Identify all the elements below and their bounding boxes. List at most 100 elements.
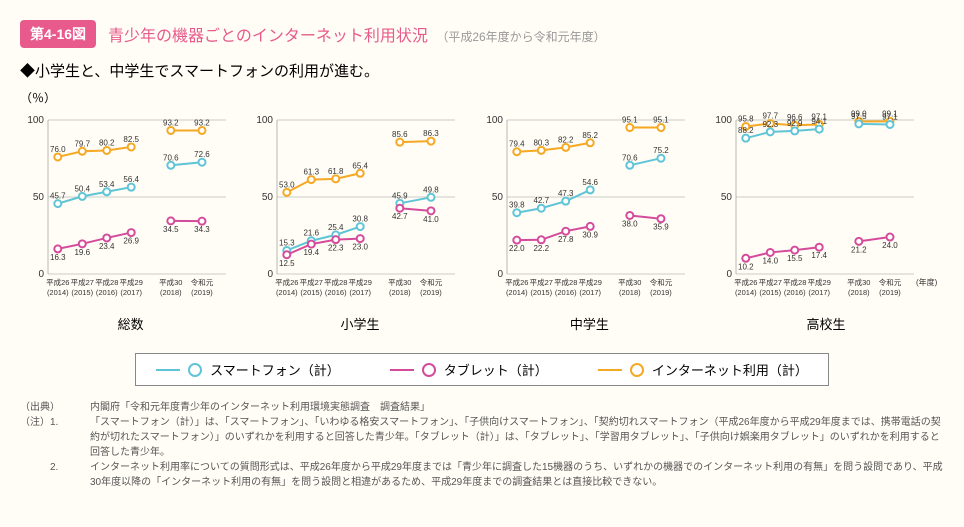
svg-text:(2017): (2017) (120, 288, 142, 297)
panel-title: 総数 (20, 314, 241, 333)
svg-text:平成27: 平成27 (759, 277, 782, 287)
svg-text:65.4: 65.4 (353, 161, 369, 170)
svg-text:14.0: 14.0 (762, 256, 778, 265)
svg-text:(2019): (2019) (191, 288, 213, 297)
svg-text:令和元: 令和元 (420, 277, 443, 287)
svg-text:平成29: 平成29 (349, 277, 372, 287)
svg-text:85.6: 85.6 (392, 130, 408, 139)
svg-text:(2015): (2015) (301, 288, 323, 297)
svg-text:93.2: 93.2 (163, 118, 179, 127)
svg-text:70.6: 70.6 (163, 153, 179, 162)
chart-panel: 050100平成26(2014)平成27(2015)平成28(2016)平成29… (479, 110, 700, 333)
note-2: 2. インターネット利用率についての質問形式は、平成26年度から平成29年度まで… (20, 460, 944, 490)
notes: （出典） 内閣府「令和元年度青少年のインターネット利用環境実態調査 調査結果」 … (20, 400, 944, 490)
svg-text:平成27: 平成27 (300, 277, 323, 287)
svg-text:50.4: 50.4 (74, 184, 90, 193)
svg-text:21.2: 21.2 (851, 245, 867, 254)
svg-text:50: 50 (262, 192, 274, 203)
panel-title: 小学生 (249, 314, 470, 333)
svg-text:42.7: 42.7 (392, 212, 408, 221)
svg-text:(2018): (2018) (848, 288, 870, 297)
summary-text: ◆小学生と、中学生でスマートフォンの利用が進む。 (20, 60, 944, 81)
svg-text:75.2: 75.2 (653, 146, 669, 155)
svg-text:平成29: 平成29 (578, 277, 601, 287)
svg-text:(2016): (2016) (784, 288, 806, 297)
svg-text:72.6: 72.6 (194, 150, 210, 159)
svg-text:17.4: 17.4 (811, 251, 827, 260)
legend-item: インターネット利用（計） (598, 360, 808, 379)
note-text: 「スマートフォン（計）」は、「スマートフォン」、「いわゆる格安スマートフォン」、… (90, 415, 944, 460)
svg-text:平成26: 平成26 (275, 277, 298, 287)
svg-text:53.0: 53.0 (279, 180, 295, 189)
svg-text:82.2: 82.2 (558, 135, 574, 144)
svg-text:95.8: 95.8 (738, 114, 754, 123)
svg-text:21.6: 21.6 (304, 229, 320, 238)
note-source: （出典） 内閣府「令和元年度青少年のインターネット利用環境実態調査 調査結果」 (20, 400, 944, 415)
chart-svg: 050100平成26(2014)平成27(2015)平成28(2016)平成29… (249, 110, 459, 310)
svg-text:平成30: 平成30 (159, 277, 182, 287)
svg-text:(2017): (2017) (579, 288, 601, 297)
svg-text:35.9: 35.9 (653, 223, 669, 232)
panel-title: 中学生 (479, 314, 700, 333)
svg-text:平成29: 平成29 (808, 277, 831, 287)
y-axis-unit: （％） (20, 89, 944, 106)
legend-line (156, 369, 180, 371)
svg-text:93.2: 93.2 (194, 118, 210, 127)
chart-panel: 050100平成26(2014)平成27(2015)平成28(2016)平成29… (20, 110, 241, 333)
svg-text:(2019): (2019) (650, 288, 672, 297)
svg-text:100: 100 (257, 115, 274, 126)
svg-text:54.6: 54.6 (582, 178, 598, 187)
svg-text:30.9: 30.9 (582, 230, 598, 239)
svg-text:95.1: 95.1 (653, 116, 669, 125)
legend-item: スマートフォン（計） (156, 360, 340, 379)
svg-text:(2015): (2015) (759, 288, 781, 297)
chart-svg: 050100平成26(2014)平成27(2015)平成28(2016)平成29… (479, 110, 689, 310)
chart-svg: 050100平成26(2014)平成27(2015)平成28(2016)平成29… (20, 110, 230, 310)
note-text: インターネット利用率についての質問形式は、平成26年度から平成29年度までは「青… (90, 460, 944, 490)
svg-text:56.4: 56.4 (123, 175, 139, 184)
svg-text:(2019): (2019) (420, 288, 442, 297)
svg-text:79.7: 79.7 (74, 139, 90, 148)
svg-text:(2016): (2016) (555, 288, 577, 297)
svg-text:27.8: 27.8 (558, 235, 574, 244)
svg-text:平成28: 平成28 (554, 277, 577, 287)
svg-text:19.4: 19.4 (304, 248, 320, 257)
svg-text:平成30: 平成30 (847, 277, 870, 287)
legend: スマートフォン（計）タブレット（計）インターネット利用（計） (135, 353, 829, 386)
note-label: （注）1. (20, 415, 90, 460)
svg-text:(2016): (2016) (325, 288, 347, 297)
svg-text:82.5: 82.5 (123, 135, 139, 144)
svg-text:(2015): (2015) (71, 288, 93, 297)
svg-text:39.8: 39.8 (509, 201, 525, 210)
svg-text:(2018): (2018) (389, 288, 411, 297)
svg-text:94.1: 94.1 (811, 117, 827, 126)
svg-text:100: 100 (486, 115, 503, 126)
svg-text:79.4: 79.4 (509, 140, 525, 149)
svg-text:(2014): (2014) (276, 288, 298, 297)
svg-text:平成28: 平成28 (783, 277, 806, 287)
svg-text:49.8: 49.8 (424, 185, 440, 194)
svg-text:15.3: 15.3 (279, 238, 295, 247)
svg-text:92.9: 92.9 (787, 119, 803, 128)
chart-panel: 050100平成26(2014)平成27(2015)平成28(2016)平成29… (249, 110, 470, 333)
svg-text:0: 0 (268, 269, 274, 280)
title-text: 青少年の機器ごとのインターネット利用状況 (108, 28, 428, 45)
legend-line (598, 369, 622, 371)
svg-text:(2017): (2017) (350, 288, 372, 297)
legend-label: スマートフォン（計） (210, 360, 340, 379)
svg-text:45.7: 45.7 (50, 192, 66, 201)
svg-text:平成26: 平成26 (46, 277, 69, 287)
svg-text:令和元: 令和元 (191, 277, 214, 287)
panel-title: 高校生 (708, 314, 944, 333)
note-label: （出典） (20, 400, 90, 415)
svg-text:22.0: 22.0 (509, 244, 525, 253)
svg-text:平成27: 平成27 (71, 277, 94, 287)
figure-title: 青少年の機器ごとのインターネット利用状況 （平成26年度から令和元年度） (108, 22, 606, 46)
svg-text:平成26: 平成26 (734, 277, 757, 287)
legend-line (390, 369, 414, 371)
legend-marker (188, 363, 202, 377)
svg-text:23.0: 23.0 (353, 243, 369, 252)
svg-text:令和元: 令和元 (649, 277, 672, 287)
svg-text:12.5: 12.5 (279, 259, 295, 268)
legend-label: インターネット利用（計） (652, 360, 808, 379)
